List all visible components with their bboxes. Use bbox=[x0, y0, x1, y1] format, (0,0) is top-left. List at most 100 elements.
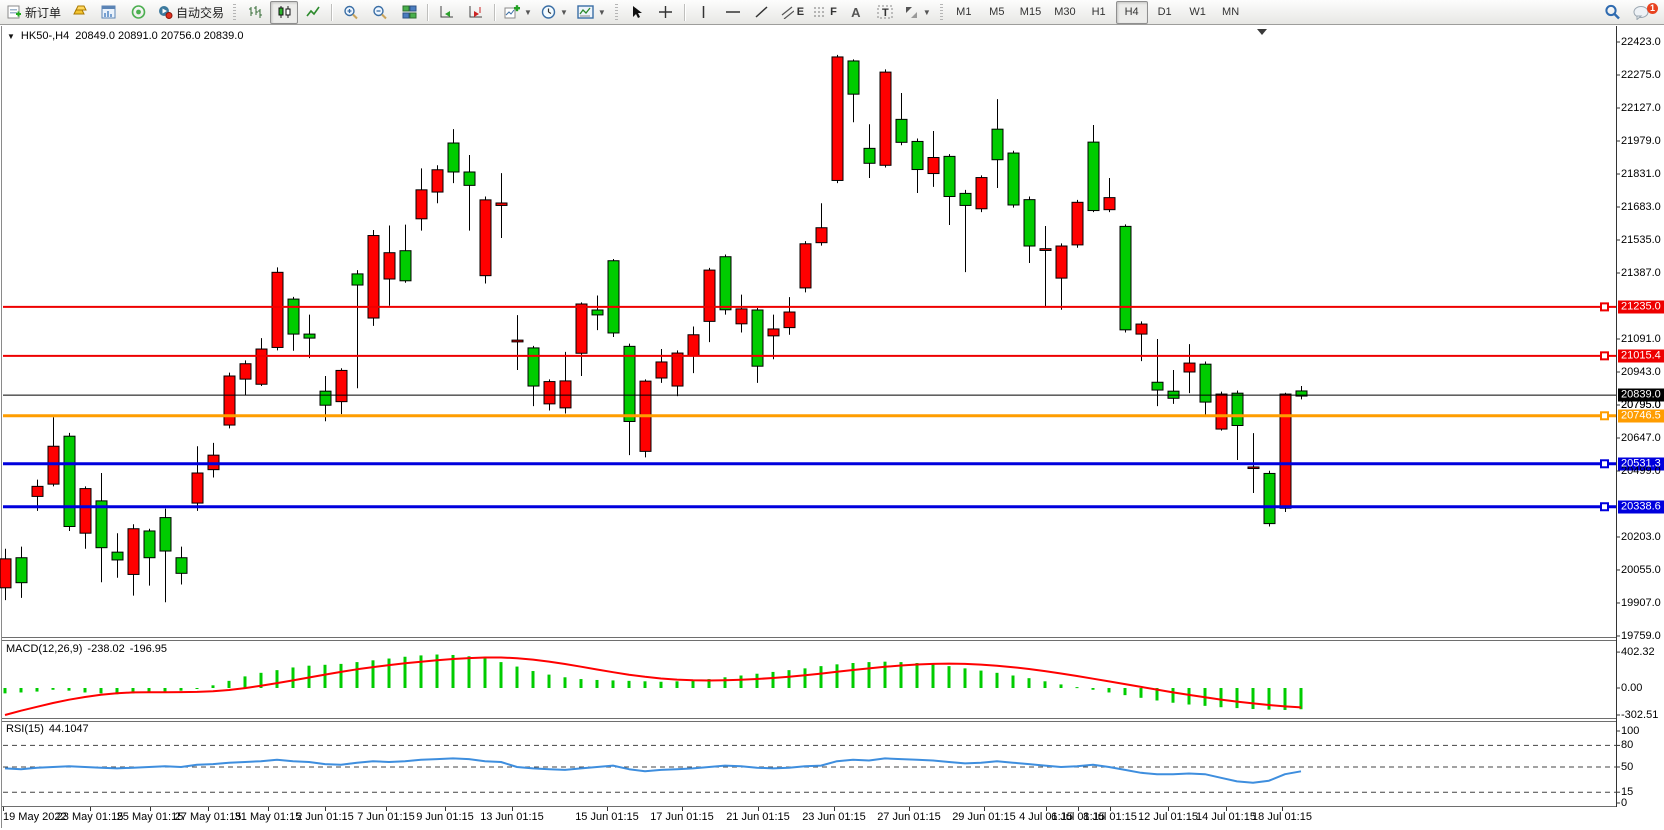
zoom-in-button[interactable] bbox=[337, 1, 365, 24]
channel-button[interactable]: E bbox=[777, 1, 808, 24]
chart-symbol-line[interactable]: ▼ HK50-,H4 20849.0 20891.0 20756.0 20839… bbox=[7, 30, 243, 42]
fibonacci-button[interactable]: F bbox=[809, 1, 841, 24]
macd-histogram-bar bbox=[723, 677, 727, 688]
macd-histogram-bar bbox=[483, 658, 487, 688]
toolbar-separator bbox=[494, 3, 497, 21]
candle bbox=[847, 60, 860, 95]
candle bbox=[1151, 381, 1164, 391]
candle bbox=[303, 333, 316, 339]
candle bbox=[111, 551, 124, 561]
tile-windows-icon bbox=[402, 5, 417, 19]
macd-histogram-bar bbox=[835, 664, 839, 688]
candle bbox=[1071, 201, 1084, 246]
timeframe-button-mn[interactable]: MN bbox=[1222, 6, 1240, 18]
candle bbox=[1247, 466, 1260, 470]
candle bbox=[239, 363, 252, 380]
candle bbox=[735, 308, 748, 325]
timeframe-button-h1[interactable]: H1 bbox=[1091, 6, 1106, 18]
macd-histogram-bar bbox=[1251, 688, 1255, 709]
arrows-tool-icon bbox=[905, 7, 917, 18]
chart-window-button[interactable] bbox=[95, 1, 123, 24]
chart-shift-button[interactable] bbox=[462, 1, 490, 24]
macd-histogram-bar bbox=[435, 654, 439, 688]
candle bbox=[959, 192, 972, 206]
macd-histogram-bar bbox=[739, 675, 743, 688]
chart-shift-marker[interactable] bbox=[1257, 29, 1267, 35]
periods-dropdown[interactable]: ▼ bbox=[537, 1, 572, 24]
trendline-button[interactable] bbox=[748, 1, 776, 24]
notifications-button[interactable]: 1 bbox=[1627, 1, 1658, 24]
candle bbox=[79, 488, 92, 534]
indicators-dropdown[interactable]: ▼ bbox=[500, 1, 536, 24]
signals-button[interactable] bbox=[124, 1, 152, 24]
horizontal-line-button[interactable] bbox=[719, 1, 747, 24]
auto-scroll-button[interactable] bbox=[433, 1, 461, 24]
arrows-dropdown[interactable]: ▼ bbox=[900, 1, 935, 24]
templates-dropdown[interactable]: ▼ bbox=[573, 1, 610, 24]
candle bbox=[1295, 390, 1308, 397]
macd-histogram-bar bbox=[547, 674, 551, 688]
zoom-out-button[interactable] bbox=[366, 1, 394, 24]
search-button[interactable] bbox=[1598, 1, 1626, 24]
macd-histogram-bar bbox=[243, 676, 247, 688]
equidistant-channel-icon bbox=[781, 6, 794, 19]
crosshair-button[interactable] bbox=[652, 1, 680, 24]
macd-name: MACD(12,26,9) bbox=[6, 643, 83, 655]
timeframe-button-m1[interactable]: M1 bbox=[956, 6, 972, 18]
macd-histogram-bar bbox=[51, 688, 55, 690]
candle bbox=[1023, 199, 1036, 247]
candle bbox=[719, 256, 732, 311]
timeframe-button-m5[interactable]: M5 bbox=[989, 6, 1005, 18]
new-order-button[interactable]: 新订单 bbox=[3, 1, 65, 24]
search-icon bbox=[1604, 4, 1620, 20]
macd-histogram-bar bbox=[195, 688, 199, 689]
candle bbox=[1183, 362, 1196, 373]
macd-histogram-bar bbox=[163, 688, 167, 692]
macd-histogram-bar bbox=[803, 668, 807, 688]
chart-line-button[interactable] bbox=[299, 1, 327, 24]
candle bbox=[31, 485, 44, 497]
candle bbox=[0, 558, 12, 589]
timeframe-button-d1[interactable]: D1 bbox=[1157, 6, 1172, 18]
candle bbox=[543, 381, 556, 405]
candle bbox=[687, 334, 700, 357]
chart-shift-icon bbox=[469, 6, 483, 18]
market-button[interactable] bbox=[66, 1, 94, 24]
vertical-line-button[interactable] bbox=[690, 1, 718, 24]
macd-histogram-bar bbox=[227, 680, 231, 688]
dropdown-arrow-icon: ▼ bbox=[922, 7, 931, 17]
macd-histogram-bar bbox=[883, 661, 887, 688]
notification-badge: 1 bbox=[1647, 2, 1658, 14]
text-button[interactable]: A bbox=[842, 1, 870, 24]
macd-histogram-bar bbox=[979, 670, 983, 688]
candle bbox=[447, 142, 460, 173]
chart-bars-button[interactable] bbox=[241, 1, 269, 24]
macd-histogram-bar bbox=[851, 663, 855, 688]
macd-histogram-bar bbox=[387, 658, 391, 688]
timeframe-button-h4[interactable]: H4 bbox=[1115, 0, 1148, 24]
macd-histogram-bar bbox=[1123, 688, 1127, 696]
hline-anchor bbox=[1600, 351, 1609, 361]
timeframe-button-m30[interactable]: M30 bbox=[1054, 6, 1076, 18]
text-label-icon: T bbox=[877, 5, 893, 19]
dropdown-arrow-icon: ▼ bbox=[597, 7, 606, 17]
toolbar-separator bbox=[683, 3, 686, 21]
macd-histogram-bar bbox=[211, 685, 215, 688]
macd-histogram-bar bbox=[499, 662, 503, 688]
chart-candles-button[interactable] bbox=[270, 0, 299, 24]
candle bbox=[95, 500, 108, 549]
timeframe-button-w1[interactable]: W1 bbox=[1189, 6, 1206, 18]
auto-trading-button[interactable]: 自动交易 bbox=[153, 1, 228, 24]
rsi-name: RSI(15) bbox=[6, 723, 44, 735]
macd-histogram-bar bbox=[1219, 688, 1223, 708]
candle bbox=[671, 352, 684, 387]
horizontal-line-icon bbox=[725, 11, 740, 13]
macd-histogram-bar bbox=[771, 671, 775, 688]
tile-windows-button[interactable] bbox=[395, 1, 423, 24]
text-label-button[interactable]: T bbox=[871, 1, 899, 24]
timeframe-button-m15[interactable]: M15 bbox=[1019, 6, 1042, 18]
candlestick-icon bbox=[278, 6, 291, 18]
cursor-button[interactable] bbox=[623, 1, 651, 24]
candle bbox=[127, 528, 140, 575]
